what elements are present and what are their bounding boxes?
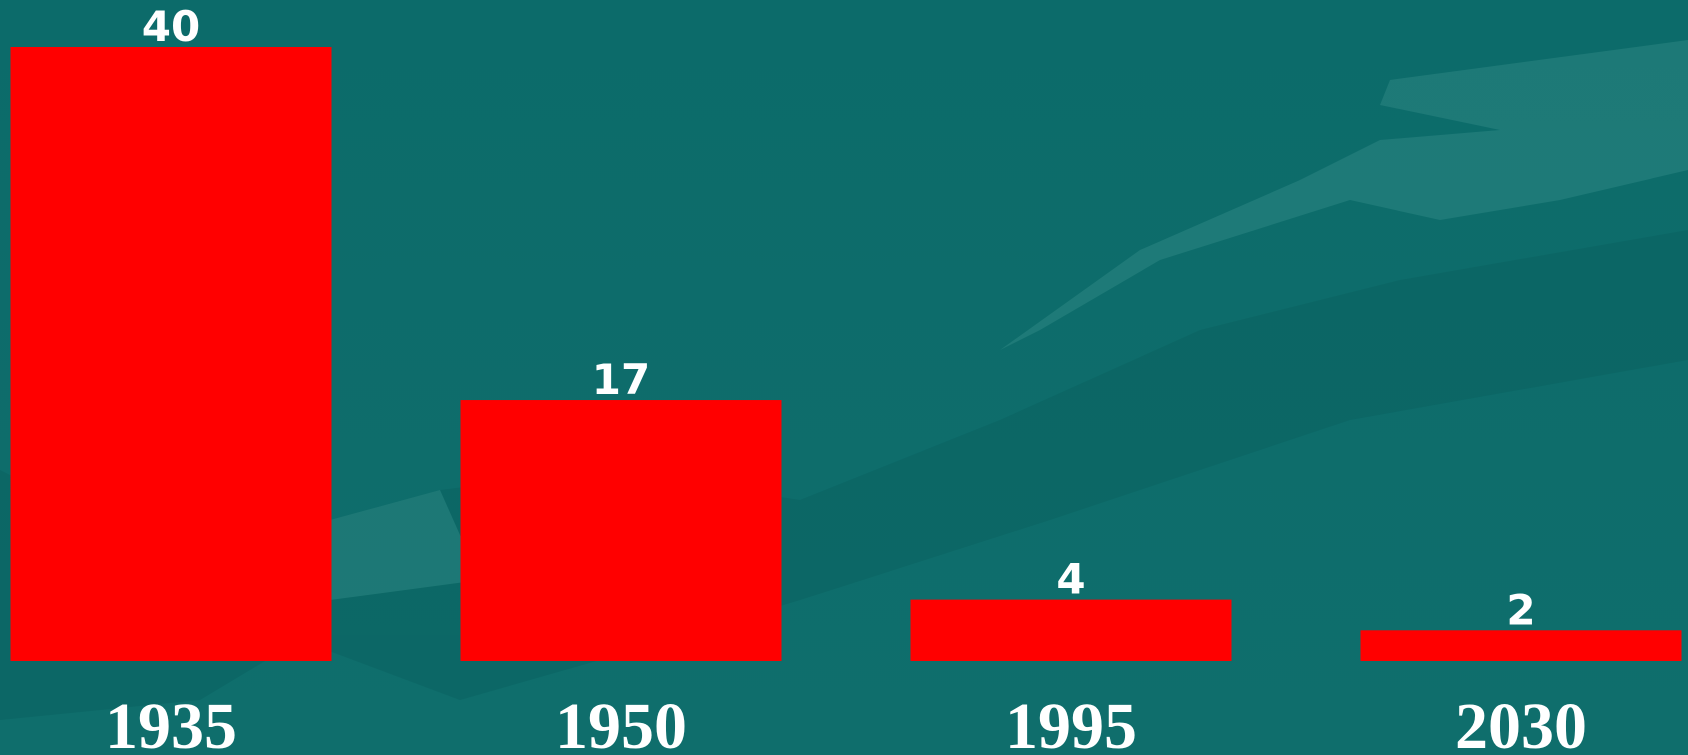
bar	[910, 599, 1232, 661]
bar	[1360, 630, 1682, 661]
value-label: 40	[142, 2, 200, 51]
x-tick-label: 1995	[1005, 690, 1137, 755]
x-tick-label: 2030	[1455, 690, 1587, 755]
x-tick-label: 1935	[105, 690, 237, 755]
value-label: 4	[1056, 555, 1085, 604]
bar	[460, 400, 782, 661]
bar	[10, 47, 332, 661]
x-tick-label: 1950	[555, 690, 687, 755]
value-label: 2	[1506, 585, 1535, 634]
value-label: 17	[592, 355, 650, 404]
